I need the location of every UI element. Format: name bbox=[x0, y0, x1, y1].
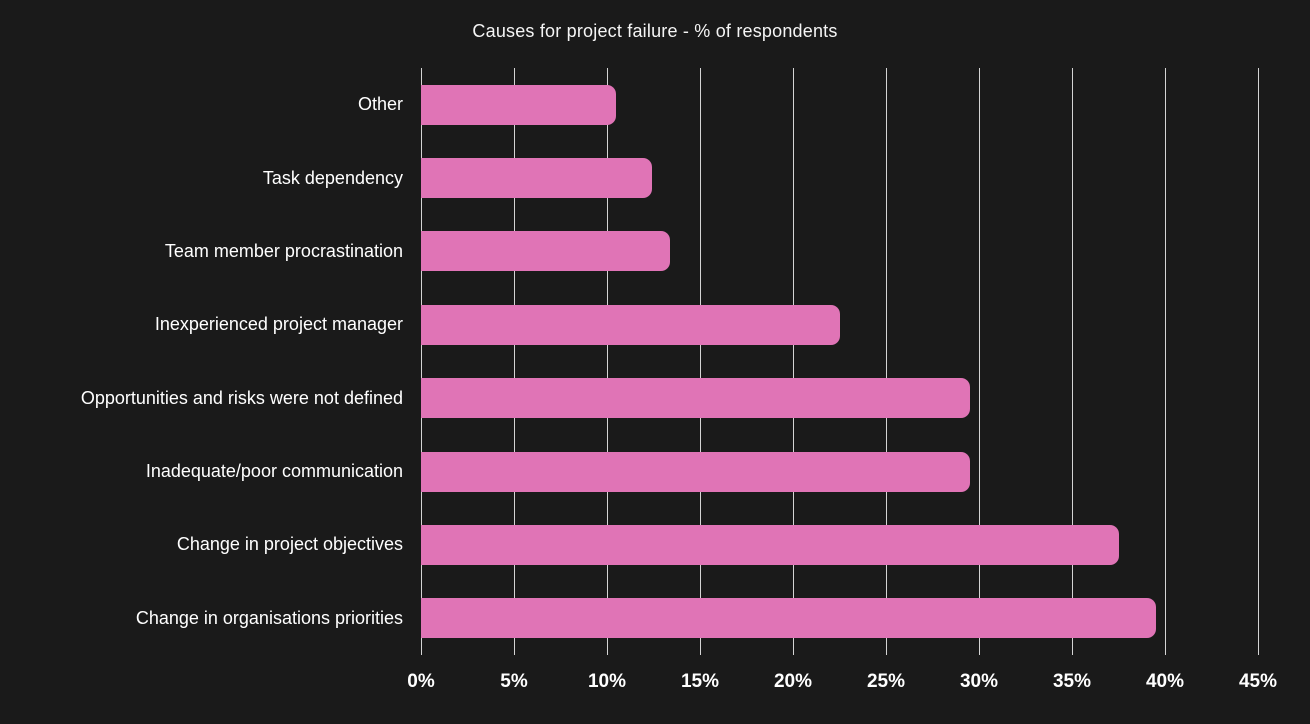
gridline-20 bbox=[793, 68, 794, 655]
gridline-10 bbox=[607, 68, 608, 655]
gridline-30 bbox=[979, 68, 980, 655]
bar bbox=[421, 598, 1156, 639]
category-label: Change in project objectives bbox=[176, 534, 403, 555]
bar bbox=[421, 158, 652, 199]
category-label: Inadequate/poor communication bbox=[145, 461, 403, 482]
chart-title: Causes for project failure - % of respon… bbox=[472, 21, 838, 41]
bar bbox=[421, 378, 970, 419]
bar bbox=[421, 451, 970, 492]
category-label: Inexperienced project manager bbox=[154, 314, 403, 335]
category-label: Change in organisations priorities bbox=[135, 607, 403, 628]
bar bbox=[421, 231, 671, 272]
category-label: Opportunities and risks were not defined bbox=[80, 387, 403, 408]
gridline-0 bbox=[421, 68, 422, 655]
x-axis-tick-label: 5% bbox=[500, 671, 528, 692]
gridline-25 bbox=[886, 68, 887, 655]
bar bbox=[421, 84, 617, 125]
x-axis-tick-label: 0% bbox=[407, 671, 435, 692]
gridline-45 bbox=[1258, 68, 1259, 655]
x-axis-tick-label: 20% bbox=[773, 671, 813, 692]
x-axis-tick-label: 10% bbox=[587, 671, 627, 692]
x-axis-tick-label: 25% bbox=[866, 671, 906, 692]
gridline-15 bbox=[700, 68, 701, 655]
gridline-35 bbox=[1072, 68, 1073, 655]
x-axis-tick-label: 35% bbox=[1052, 671, 1092, 692]
x-axis-tick-label: 40% bbox=[1145, 671, 1185, 692]
category-label: Task dependency bbox=[262, 167, 403, 188]
gridline-40 bbox=[1165, 68, 1166, 655]
category-label: Team member procrastination bbox=[164, 240, 403, 261]
bar bbox=[421, 524, 1119, 565]
x-axis-tick-label: 15% bbox=[680, 671, 720, 692]
x-axis-tick-label: 30% bbox=[959, 671, 999, 692]
gridline-5 bbox=[514, 68, 515, 655]
x-axis-tick-label: 45% bbox=[1238, 671, 1278, 692]
bar bbox=[421, 304, 840, 345]
category-label: Other bbox=[357, 94, 403, 115]
